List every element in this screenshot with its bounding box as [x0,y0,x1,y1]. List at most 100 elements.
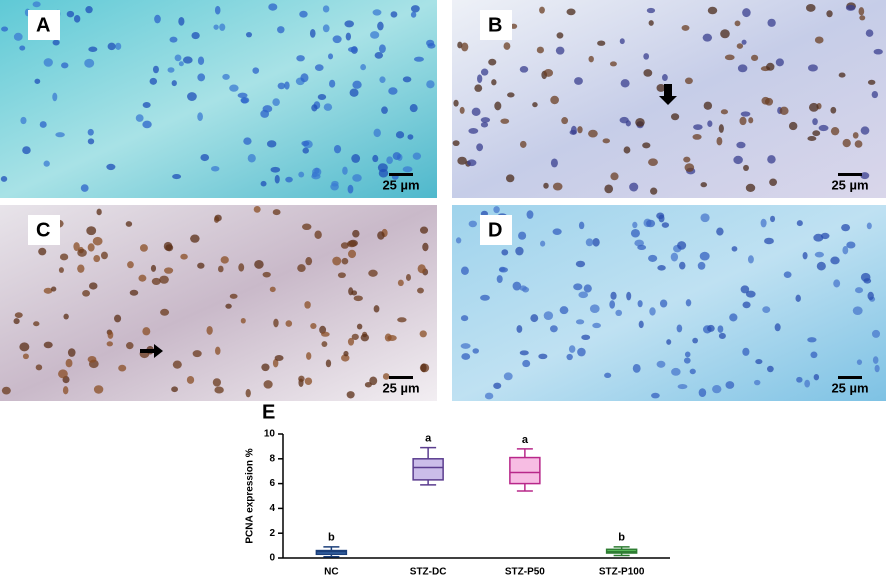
nucleus [142,102,151,108]
nucleus [229,293,238,299]
nucleus [222,73,230,80]
nucleus [770,215,776,223]
nucleus [59,253,69,261]
nucleus [796,220,803,227]
nucleus [171,80,177,87]
nucleus [666,339,672,345]
nucleus [347,184,354,194]
nucleus [345,32,352,41]
nucleus [805,3,816,12]
nucleus [372,9,382,16]
nucleus [107,330,114,339]
nucleus [214,346,221,355]
nucleus [729,313,738,322]
nucleus [810,351,818,359]
nucleus [240,97,250,104]
micrograph-c [0,205,437,401]
nucleus [530,314,539,323]
nucleus [360,333,370,342]
nucleus [648,254,658,262]
nucleus [632,221,638,229]
nucleus [402,166,413,173]
nucleus [272,98,280,106]
nucleus [650,187,658,195]
nucleus [609,61,617,67]
nucleus [619,38,625,45]
nucleus [807,135,817,142]
nucleus [93,385,104,394]
nucleus [349,88,359,97]
nucleus [426,39,435,47]
box [509,456,541,485]
nucleus [197,73,206,82]
nucleus [795,294,801,303]
nucleus [360,64,367,71]
nucleus [43,341,53,349]
nucleus [707,6,718,15]
nucleus [467,159,477,167]
nucleus [574,77,583,85]
nucleus [191,32,200,40]
nucleus [592,237,600,247]
nucleus [734,20,741,27]
nucleus [581,334,591,340]
nucleus [174,54,182,62]
nucleus [260,180,267,187]
nucleus [559,306,569,315]
nucleus [96,208,102,216]
nucleus [515,246,524,256]
nucleus [178,61,184,67]
nucleus [717,325,724,333]
nucleus [352,229,360,238]
nucleus [125,221,133,227]
nucleus [493,382,502,389]
nucleus [382,373,390,380]
nucleus [346,240,357,248]
nucleus [577,347,586,357]
nucleus [52,39,60,46]
nucleus [610,172,619,181]
nucleus [314,230,322,239]
nucleus [742,8,751,18]
nucleus [151,277,161,286]
nucleus [321,331,330,337]
nucleus [519,140,527,148]
nucleus [13,318,20,325]
nucleus [468,128,479,134]
nucleus [536,46,545,54]
nucleus [302,147,309,154]
nucleus [342,166,348,175]
nucleus [556,32,564,39]
nucleus [814,251,824,258]
nucleus [543,182,549,189]
nucleus [73,15,81,23]
nucleus [500,118,510,124]
panel-overlays: A 25 µm B 25 µm C 25 µm D 25 µm [28,10,869,395]
nucleus [107,42,116,51]
nucleus [20,116,27,125]
nucleus [812,130,821,137]
nucleus [472,348,480,354]
nucleus [697,261,706,270]
nucleus [410,5,420,13]
nucleus [197,56,205,66]
nucleus [164,267,174,274]
nucleus [685,299,692,307]
nucleus [816,261,826,271]
nucleus [739,116,747,126]
nucleus [842,245,849,255]
nucleus [269,286,276,293]
nucleus [43,160,50,167]
nucleus [566,8,576,16]
panel-label-box [28,10,60,40]
nucleus [860,126,870,135]
nucleus [163,241,173,251]
nucleus [570,125,577,135]
nucleus [635,117,645,127]
nucleus [351,333,359,340]
nucleus [676,324,683,333]
nucleus [830,256,840,265]
nucleus [585,238,594,247]
nucleus [854,140,863,148]
